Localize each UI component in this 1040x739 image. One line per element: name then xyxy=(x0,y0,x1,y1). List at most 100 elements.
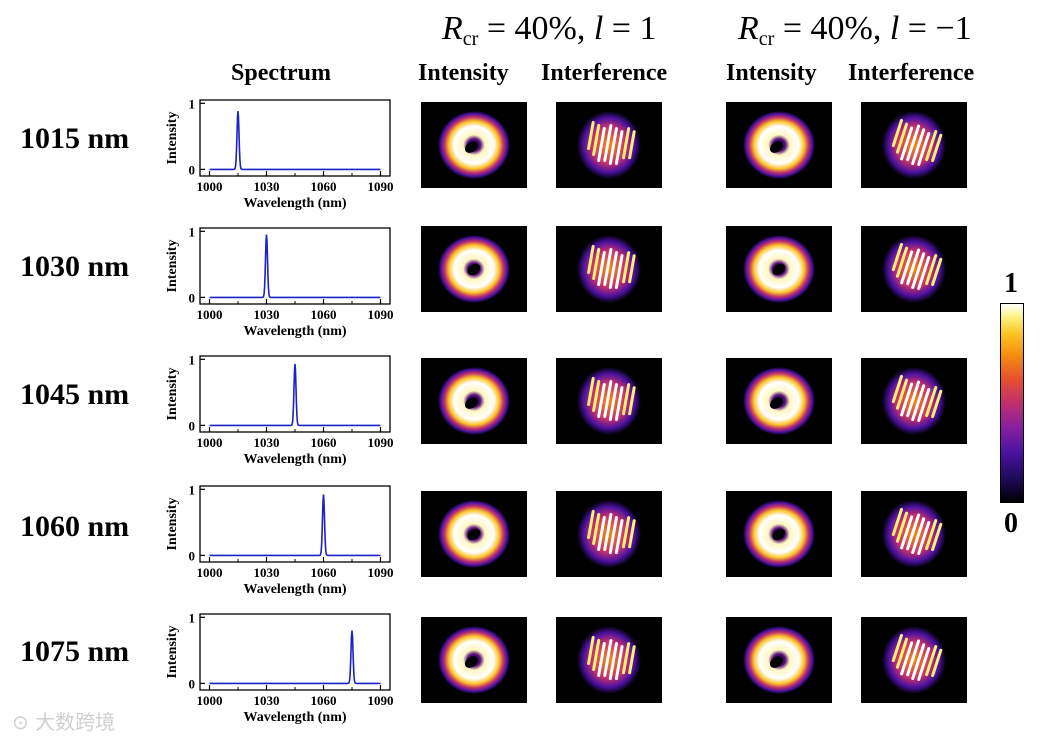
x-tick-label: 1000 xyxy=(197,435,223,450)
spectrum-chart: 0 1 1000 1030 1060 1090 Wavelength (nm) Intensi… xyxy=(165,96,394,211)
fringe-line xyxy=(917,132,931,166)
beam-center-dark-spot xyxy=(464,656,478,668)
interference-pattern xyxy=(882,500,946,568)
row-label-1045: 1045 nm xyxy=(20,378,130,411)
fringe-line xyxy=(603,639,613,677)
y-tick-label: 1 xyxy=(189,224,196,239)
y-tick-label: 0 xyxy=(189,162,196,177)
fringe-line xyxy=(622,516,631,549)
y-tick-label: 1 xyxy=(189,610,196,625)
beam-image-interference-lm1-row5 xyxy=(861,617,967,703)
fringe-line xyxy=(911,384,926,422)
beam-image-intensity-l1-row2 xyxy=(421,226,527,312)
y-tick-label: 0 xyxy=(189,676,196,691)
plot-frame xyxy=(199,613,391,691)
fringe-line xyxy=(917,647,931,681)
fringe-line xyxy=(622,383,631,416)
x-tick-label: 1090 xyxy=(368,307,394,322)
x-tick-label: 1030 xyxy=(254,435,280,450)
y-axis-label: Intensity xyxy=(165,626,180,679)
interference-pattern xyxy=(577,500,641,568)
beam-image-interference-l1-row5 xyxy=(556,617,662,703)
x-tick-label: 1090 xyxy=(368,179,394,194)
beam-center-dark-spot xyxy=(464,397,478,409)
fringe-line xyxy=(603,380,613,418)
fringe-line xyxy=(608,642,618,681)
intensity-pattern xyxy=(743,626,815,694)
x-tick-label: 1090 xyxy=(368,435,394,450)
fringe-line xyxy=(614,645,624,681)
spectrum-plot-1015: 0 1 1000 1030 1060 1090 Wavelength (nm) Intensi… xyxy=(158,94,398,220)
plot-frame xyxy=(199,485,391,563)
y-tick-label: 1 xyxy=(189,96,196,111)
fringe-line xyxy=(614,386,624,422)
x-tick-label: 1030 xyxy=(254,693,280,708)
y-tick-label: 0 xyxy=(189,418,196,433)
column-header-intensity-2: Intensity xyxy=(726,60,817,86)
y-tick-label: 0 xyxy=(189,548,196,563)
fringe-line xyxy=(614,519,624,555)
fringe-line xyxy=(628,130,636,160)
spectrum-line-1060nm xyxy=(209,494,381,557)
fringe-line xyxy=(603,513,613,551)
fringe-line xyxy=(891,118,903,148)
fringe-line xyxy=(906,639,921,677)
fringe-line xyxy=(917,256,931,290)
row-label-1075: 1075 nm xyxy=(20,635,130,668)
beam-center-dark-spot xyxy=(467,263,481,276)
interference-pattern xyxy=(577,626,641,694)
fringe-line xyxy=(891,374,903,404)
beam-image-intensity-lm1-row5 xyxy=(726,617,832,703)
x-axis-label: Wavelength (nm) xyxy=(243,582,346,597)
spectrum-chart: 0 1 1000 1030 1060 1090 Wavelength (nm) Intensi… xyxy=(165,610,394,725)
y-axis-label: Intensity xyxy=(165,368,180,421)
x-tick-label: 1060 xyxy=(311,565,337,580)
x-tick-label: 1000 xyxy=(197,179,223,194)
x-tick-label: 1060 xyxy=(311,435,337,450)
fringe-line xyxy=(917,521,931,555)
beam-image-intensity-l1-row5 xyxy=(421,617,527,703)
beam-center-dark-spot xyxy=(769,656,783,668)
beam-center-dark-spot xyxy=(769,141,783,153)
fringe-line xyxy=(597,641,606,677)
fringe-line xyxy=(592,247,601,280)
fringe-line xyxy=(622,642,631,675)
fringe-line xyxy=(906,248,921,286)
fringe-line xyxy=(608,383,618,422)
colorbar-max-label: 1 xyxy=(1004,268,1018,299)
colorbar xyxy=(1000,303,1024,503)
beam-image-intensity-l1-row1 xyxy=(421,102,527,188)
fringe-line xyxy=(622,251,631,284)
fringe-line xyxy=(587,244,595,275)
beam-image-interference-lm1-row3 xyxy=(861,358,967,444)
beam-center-dark-spot xyxy=(467,528,481,541)
fringe-line xyxy=(900,641,914,676)
interference-pattern xyxy=(882,111,946,179)
interference-pattern xyxy=(577,111,641,179)
fringe-line xyxy=(931,648,943,678)
beam-image-interference-lm1-row4 xyxy=(861,491,967,577)
x-tick-label: 1030 xyxy=(254,565,280,580)
interference-pattern xyxy=(882,626,946,694)
fringe-line xyxy=(608,516,618,555)
interference-pattern xyxy=(577,235,641,303)
intensity-pattern xyxy=(438,367,510,435)
x-tick-label: 1000 xyxy=(197,693,223,708)
beam-image-intensity-lm1-row3 xyxy=(726,358,832,444)
x-axis-label: Wavelength (nm) xyxy=(243,324,346,339)
column-header-intensity-1: Intensity xyxy=(418,60,509,86)
x-tick-label: 1030 xyxy=(254,179,280,194)
fringe-line xyxy=(895,246,909,278)
spectrum-chart: 0 1 1000 1030 1060 1090 Wavelength (nm) Intensi… xyxy=(165,482,394,597)
colorbar-min-label: 0 xyxy=(1004,508,1018,539)
x-axis-label: Wavelength (nm) xyxy=(243,452,346,467)
beam-image-interference-l1-row3 xyxy=(556,358,662,444)
fringe-line xyxy=(891,507,903,537)
fringe-line xyxy=(608,127,618,166)
fringe-line xyxy=(592,512,601,545)
interference-pattern xyxy=(577,367,641,435)
intensity-pattern xyxy=(438,235,510,303)
fringe-line xyxy=(906,124,921,162)
row-label-1030: 1030 nm xyxy=(20,250,130,283)
fringe-line xyxy=(587,120,595,151)
